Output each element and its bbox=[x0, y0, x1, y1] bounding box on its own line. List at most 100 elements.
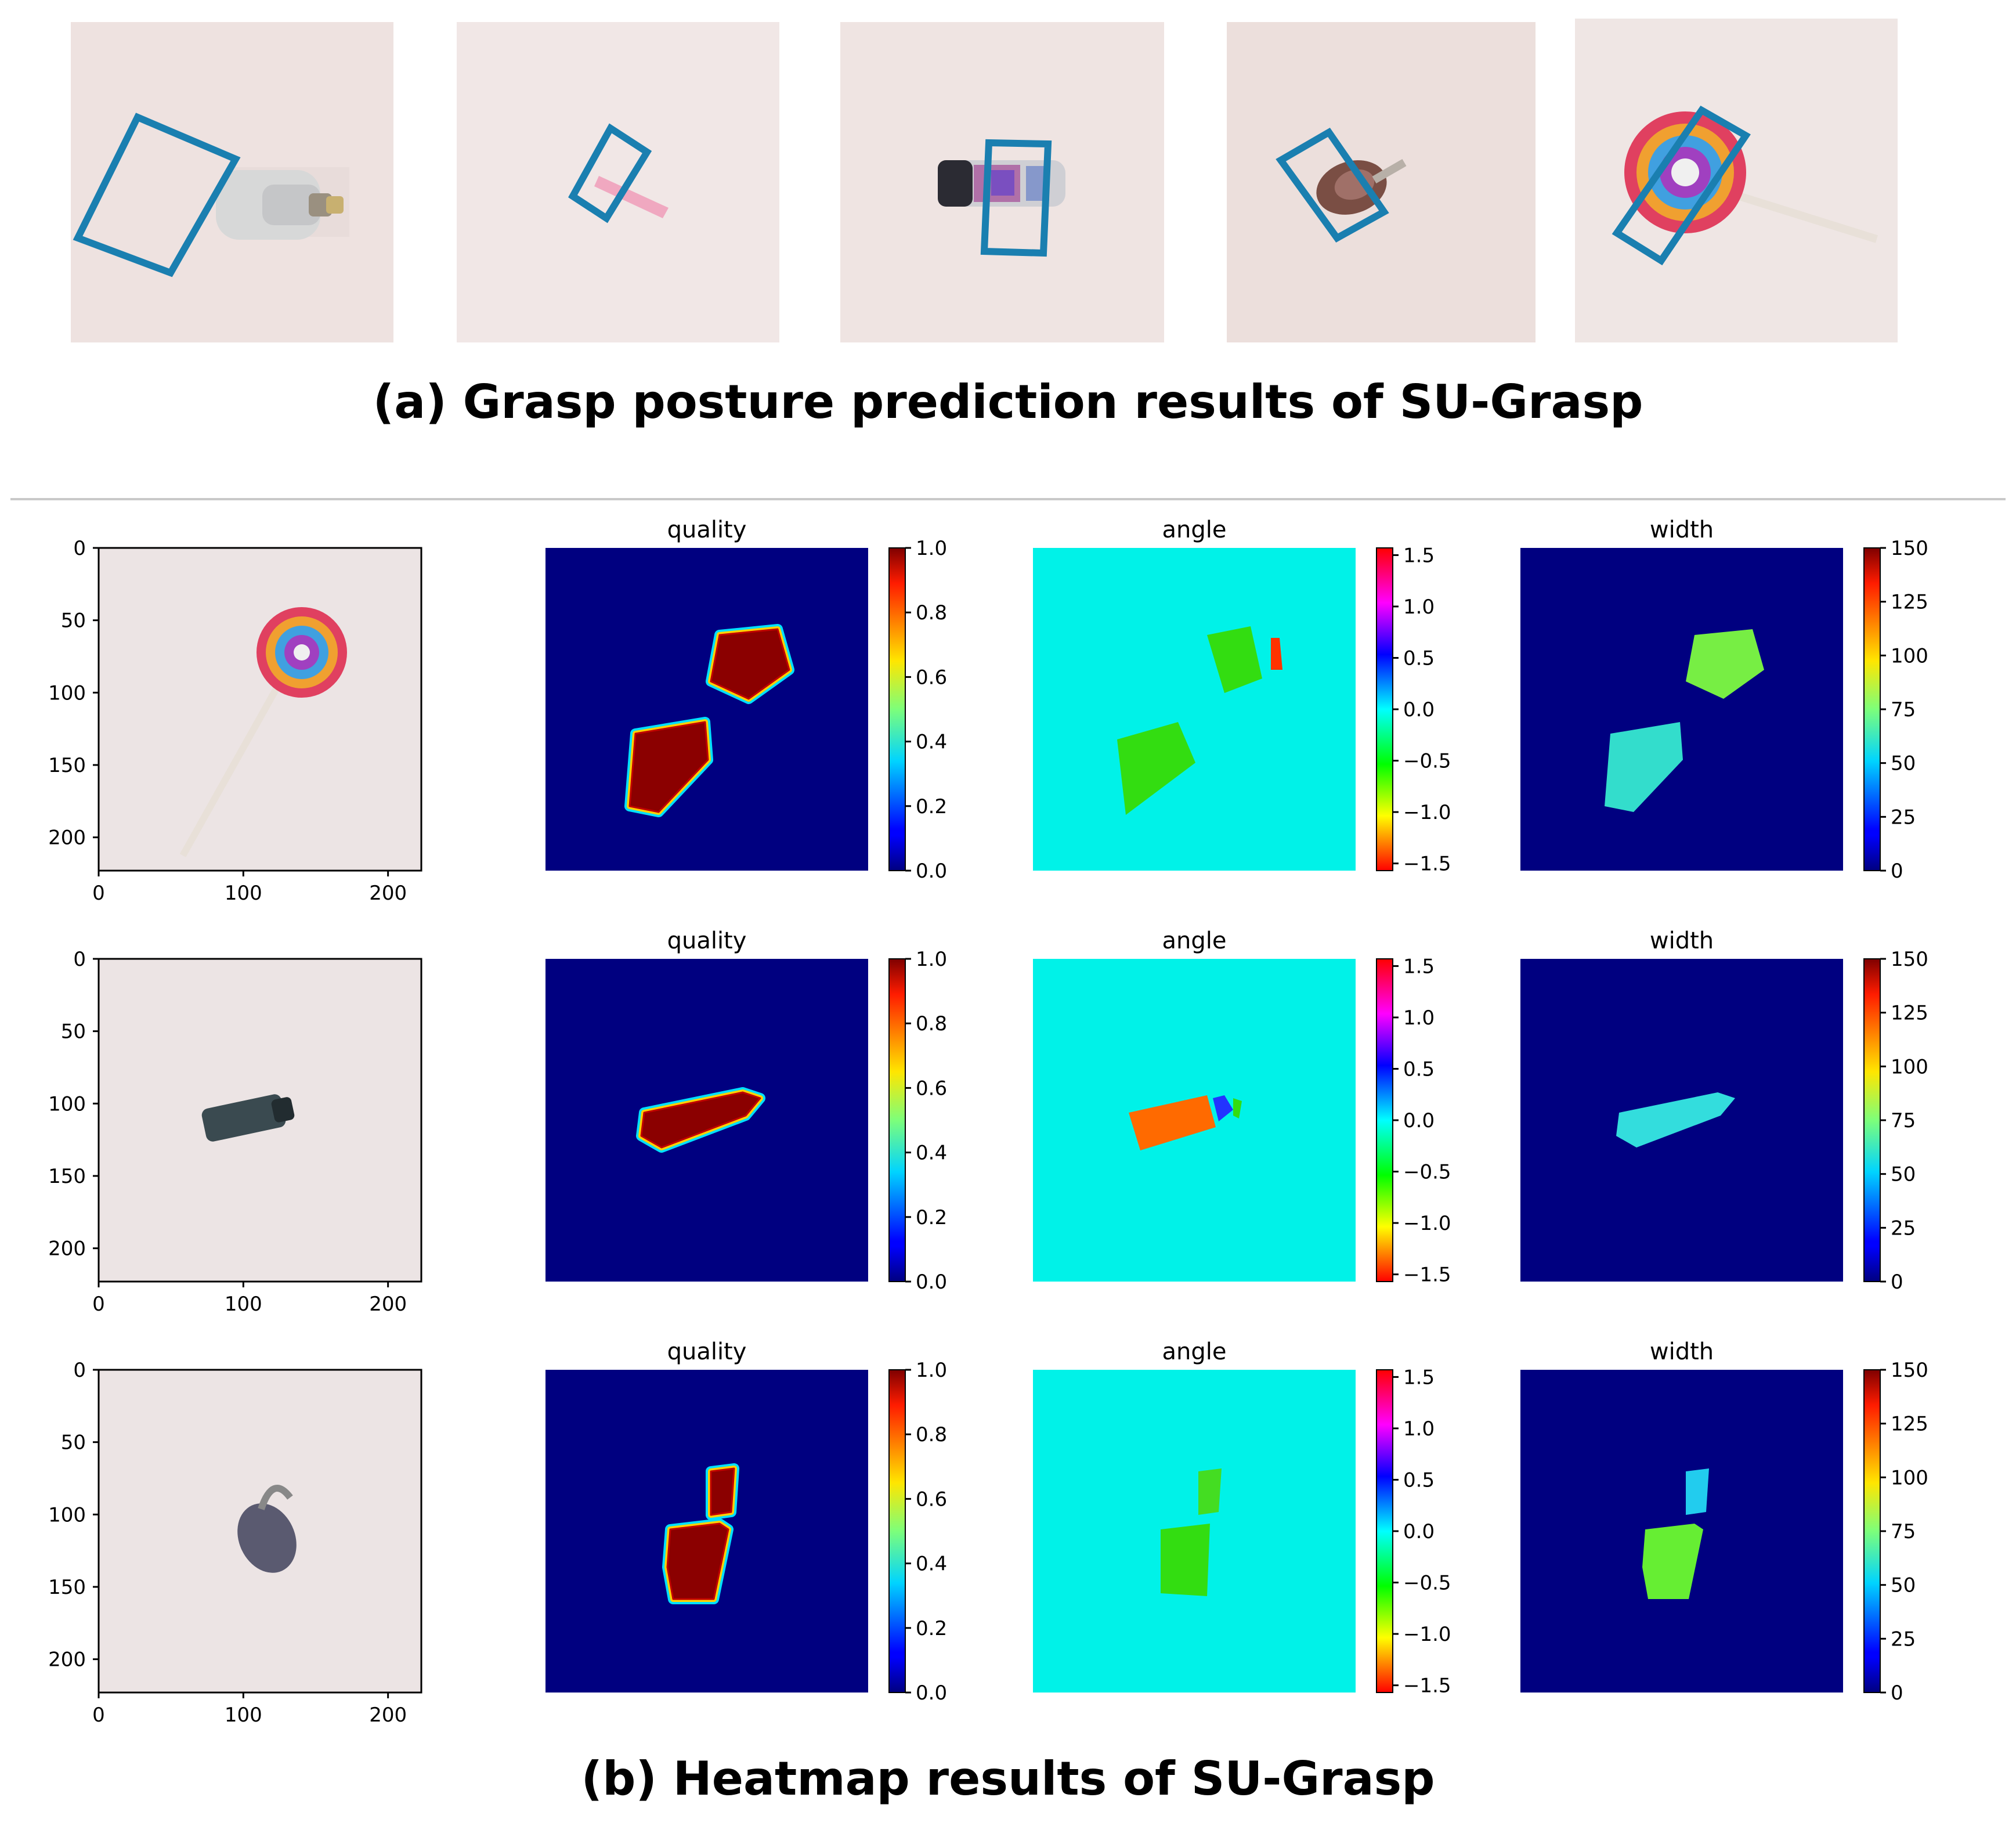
grasp-photo-jar bbox=[840, 22, 1164, 342]
colorbar-label: 0 bbox=[1891, 860, 1903, 883]
heatmap-background bbox=[545, 548, 868, 871]
photo-stick bbox=[179, 662, 294, 857]
quality-region bbox=[640, 1091, 761, 1149]
colorbar-label: −0.5 bbox=[1403, 750, 1451, 773]
photo-panel-bottle: 0 100 200 0 50 100 150 200 bbox=[48, 948, 422, 1316]
colorbar-label: −0.5 bbox=[1403, 1572, 1451, 1595]
x-tick-label: 0 bbox=[92, 882, 105, 905]
colorbar-label: 0.6 bbox=[916, 1077, 947, 1100]
colorbar bbox=[1863, 547, 1881, 871]
colorbar-label: 0.4 bbox=[916, 731, 947, 754]
grasp-photo-stick bbox=[457, 22, 779, 342]
y-tick-label: 0 bbox=[73, 537, 86, 560]
photo-panel-lollipop: 0 100 200 0 50 100 150 200 bbox=[48, 537, 422, 905]
colorbar-label: 0.4 bbox=[916, 1553, 947, 1576]
y-tick-label: 100 bbox=[48, 681, 86, 705]
angle-region bbox=[1233, 1098, 1242, 1118]
angle-region bbox=[1161, 1524, 1210, 1596]
heatmap-quality-row2: quality 1.0 0.8 0.6 0.4 0.2 0.0 bbox=[545, 928, 947, 1294]
colorbar bbox=[1376, 1369, 1393, 1693]
colorbar-label: −1.5 bbox=[1403, 1675, 1451, 1698]
colorbar-label: 0.0 bbox=[916, 1271, 947, 1294]
heatmap-width-row3: width 150 125 100 75 50 25 0 bbox=[1520, 1338, 1928, 1705]
panel-title: angle bbox=[1162, 928, 1227, 954]
colorbar-label: 1.5 bbox=[1403, 955, 1435, 978]
photo-candy bbox=[294, 644, 310, 661]
colorbar-label: 0.5 bbox=[1403, 1058, 1435, 1081]
colorbar-label: 0.8 bbox=[916, 601, 947, 625]
colorbar-label: 0.0 bbox=[1403, 1520, 1435, 1543]
caption-a: (a) Grasp posture prediction results of … bbox=[373, 375, 1643, 429]
y-tick-label: 200 bbox=[48, 827, 86, 850]
panel-title: quality bbox=[667, 1338, 747, 1365]
heatmap-width-row1: width 150 125 100 75 50 25 0 bbox=[1520, 517, 1928, 883]
y-tick-label: 200 bbox=[48, 1648, 86, 1672]
colorbar bbox=[888, 547, 906, 871]
colorbar-label: 25 bbox=[1891, 806, 1916, 829]
panel-title: quality bbox=[667, 928, 747, 954]
colorbar-label: 0.2 bbox=[916, 795, 947, 818]
angle-region bbox=[1213, 1095, 1233, 1121]
colorbar-label: 1.5 bbox=[1403, 544, 1435, 567]
colorbar-label: 75 bbox=[1891, 698, 1916, 721]
heatmap-content bbox=[662, 1463, 739, 1604]
x-tick-label: 100 bbox=[225, 1293, 262, 1316]
heatmap-content bbox=[1161, 1468, 1222, 1596]
angle-region bbox=[1198, 1468, 1222, 1515]
y-tick-label: 100 bbox=[48, 1092, 86, 1116]
y-tick-label: 0 bbox=[73, 948, 86, 971]
colorbar-label: 0.0 bbox=[1403, 698, 1435, 721]
colorbar-label: 0.6 bbox=[916, 666, 947, 689]
y-tick-label: 50 bbox=[61, 1431, 86, 1455]
quality-region bbox=[710, 1467, 735, 1516]
colorbar-label: 150 bbox=[1891, 948, 1928, 971]
photo-bottle-body bbox=[201, 1094, 286, 1142]
colorbar-label: −1.0 bbox=[1403, 1623, 1451, 1646]
quality-region bbox=[710, 628, 790, 700]
colorbar-label: 150 bbox=[1891, 537, 1928, 560]
x-tick-label: 200 bbox=[369, 1293, 407, 1316]
section-divider bbox=[10, 498, 2006, 500]
heatmap-background bbox=[1033, 548, 1356, 871]
y-tick-label: 150 bbox=[48, 754, 86, 777]
heatmap-width-row2: width 150 125 100 75 50 25 0 bbox=[1520, 928, 1928, 1294]
colorbar-label: 0 bbox=[1891, 1271, 1903, 1294]
photo-frame bbox=[97, 547, 422, 872]
colorbar-label: −0.5 bbox=[1403, 1161, 1451, 1184]
y-tick-label: 50 bbox=[61, 1020, 86, 1044]
colorbar-label: 1.0 bbox=[1403, 596, 1435, 619]
heatmap-content bbox=[1129, 1095, 1242, 1150]
colorbar-label: 1.5 bbox=[1403, 1366, 1435, 1389]
colorbar bbox=[888, 958, 906, 1282]
angle-region bbox=[1117, 722, 1195, 815]
colorbar-label: 150 bbox=[1891, 1359, 1928, 1382]
colorbar-label: 125 bbox=[1891, 1002, 1928, 1025]
colorbar-label: 50 bbox=[1891, 1574, 1916, 1597]
heatmap-angle-row2: angle 1.5 1.0 0.5 0.0 −0.5 −1.0 −1.5 bbox=[1033, 928, 1451, 1287]
y-tick-label: 200 bbox=[48, 1237, 86, 1261]
heatmap-quality-row1: quality 1.0 0.8 0.6 0.4 0.2 0.0 bbox=[545, 517, 947, 883]
colorbar-label: 1.0 bbox=[916, 537, 947, 560]
colorbar-label: 0.5 bbox=[1403, 647, 1435, 670]
y-tick-label: 0 bbox=[73, 1359, 86, 1382]
colorbar-label: 100 bbox=[1891, 644, 1928, 667]
colorbar-label: 100 bbox=[1891, 1466, 1928, 1489]
width-region bbox=[1686, 629, 1764, 699]
colorbar-label: 50 bbox=[1891, 1163, 1916, 1186]
colorbar-label: 1.0 bbox=[1403, 1417, 1435, 1441]
heatmap-angle-row3: angle 1.5 1.0 0.5 0.0 −0.5 −1.0 −1.5 bbox=[1033, 1338, 1451, 1698]
y-tick-label: 100 bbox=[48, 1503, 86, 1527]
heatmap-content bbox=[1117, 626, 1282, 815]
colorbar-label: 50 bbox=[1891, 752, 1916, 775]
caption-b: (b) Heatmap results of SU-Grasp bbox=[581, 1752, 1435, 1806]
colorbar-label: −1.5 bbox=[1403, 1264, 1451, 1287]
grasp-photo-bottle bbox=[71, 22, 393, 342]
photo-panel-padlock: 0 100 200 0 50 100 150 200 bbox=[48, 1359, 422, 1727]
width-region bbox=[1642, 1524, 1703, 1599]
colorbar-label: −1.5 bbox=[1403, 853, 1451, 876]
colorbar-label: 125 bbox=[1891, 1413, 1928, 1436]
colorbar-label: 75 bbox=[1891, 1109, 1916, 1132]
photo-bottle-cap bbox=[271, 1097, 295, 1123]
colorbar-label: 100 bbox=[1891, 1055, 1928, 1078]
colorbar-label: 0.0 bbox=[1403, 1109, 1435, 1132]
